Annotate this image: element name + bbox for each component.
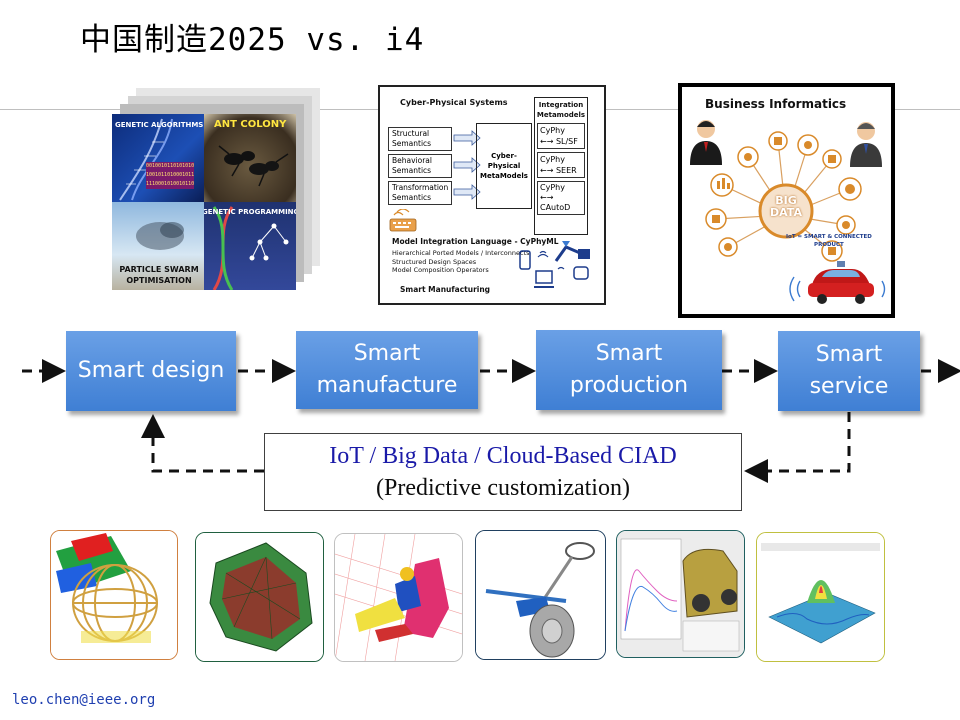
simulation-plot-image bbox=[617, 531, 744, 657]
step-line2: service bbox=[810, 371, 889, 403]
thumbnail-simulation-plot bbox=[616, 530, 745, 658]
thumbnail-surface-plot bbox=[756, 532, 885, 662]
thumbnail-driver-ergonomics bbox=[334, 533, 463, 662]
smart-service-step[interactable]: Smart service bbox=[778, 331, 920, 411]
thumbnail-cylinder-mesh bbox=[50, 530, 178, 660]
thumbnail-gearbox bbox=[195, 532, 324, 662]
ciad-line2: (Predictive customization) bbox=[265, 472, 741, 504]
cylinder-mesh-image bbox=[51, 531, 177, 659]
step-line1: Smart bbox=[317, 338, 458, 370]
step-line1: Smart design bbox=[78, 355, 225, 387]
smart-design-step[interactable]: Smart design bbox=[66, 331, 236, 411]
surface-plot-image bbox=[757, 533, 884, 661]
ciad-line1: IoT / Big Data / Cloud-Based CIAD bbox=[265, 440, 741, 472]
suspension-model-image bbox=[476, 531, 605, 659]
process-flow-arrows bbox=[0, 0, 960, 500]
footer-email: leo.chen@ieee.org bbox=[12, 692, 155, 708]
step-line2: production bbox=[570, 370, 688, 402]
driver-seat-image bbox=[335, 534, 462, 661]
step-line1: Smart bbox=[810, 339, 889, 371]
smart-manufacture-step[interactable]: Smart manufacture bbox=[296, 331, 478, 409]
ciad-feedback-box: IoT / Big Data / Cloud-Based CIAD (Predi… bbox=[264, 433, 742, 511]
gearbox-mesh-image bbox=[196, 533, 323, 661]
smart-production-step[interactable]: Smart production bbox=[536, 330, 722, 410]
step-line1: Smart bbox=[570, 338, 688, 370]
thumbnail-suspension bbox=[475, 530, 606, 660]
step-line2: manufacture bbox=[317, 370, 458, 402]
